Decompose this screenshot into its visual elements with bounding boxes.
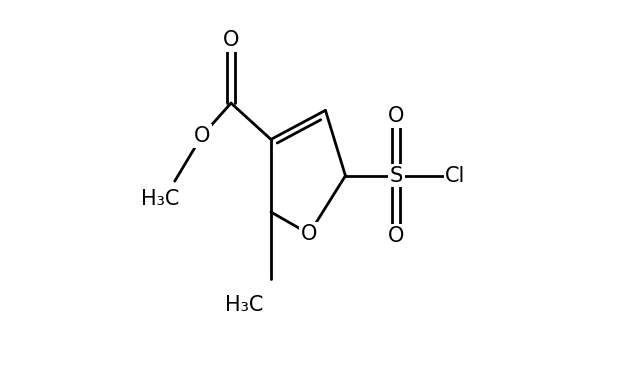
Text: O: O xyxy=(223,30,239,49)
Text: S: S xyxy=(390,166,403,186)
Text: H₃C: H₃C xyxy=(225,295,263,315)
Text: O: O xyxy=(388,106,404,126)
Text: Cl: Cl xyxy=(445,166,466,186)
Text: O: O xyxy=(388,226,404,246)
Text: O: O xyxy=(301,224,317,244)
Text: O: O xyxy=(194,126,210,146)
Text: H₃C: H₃C xyxy=(141,189,179,209)
